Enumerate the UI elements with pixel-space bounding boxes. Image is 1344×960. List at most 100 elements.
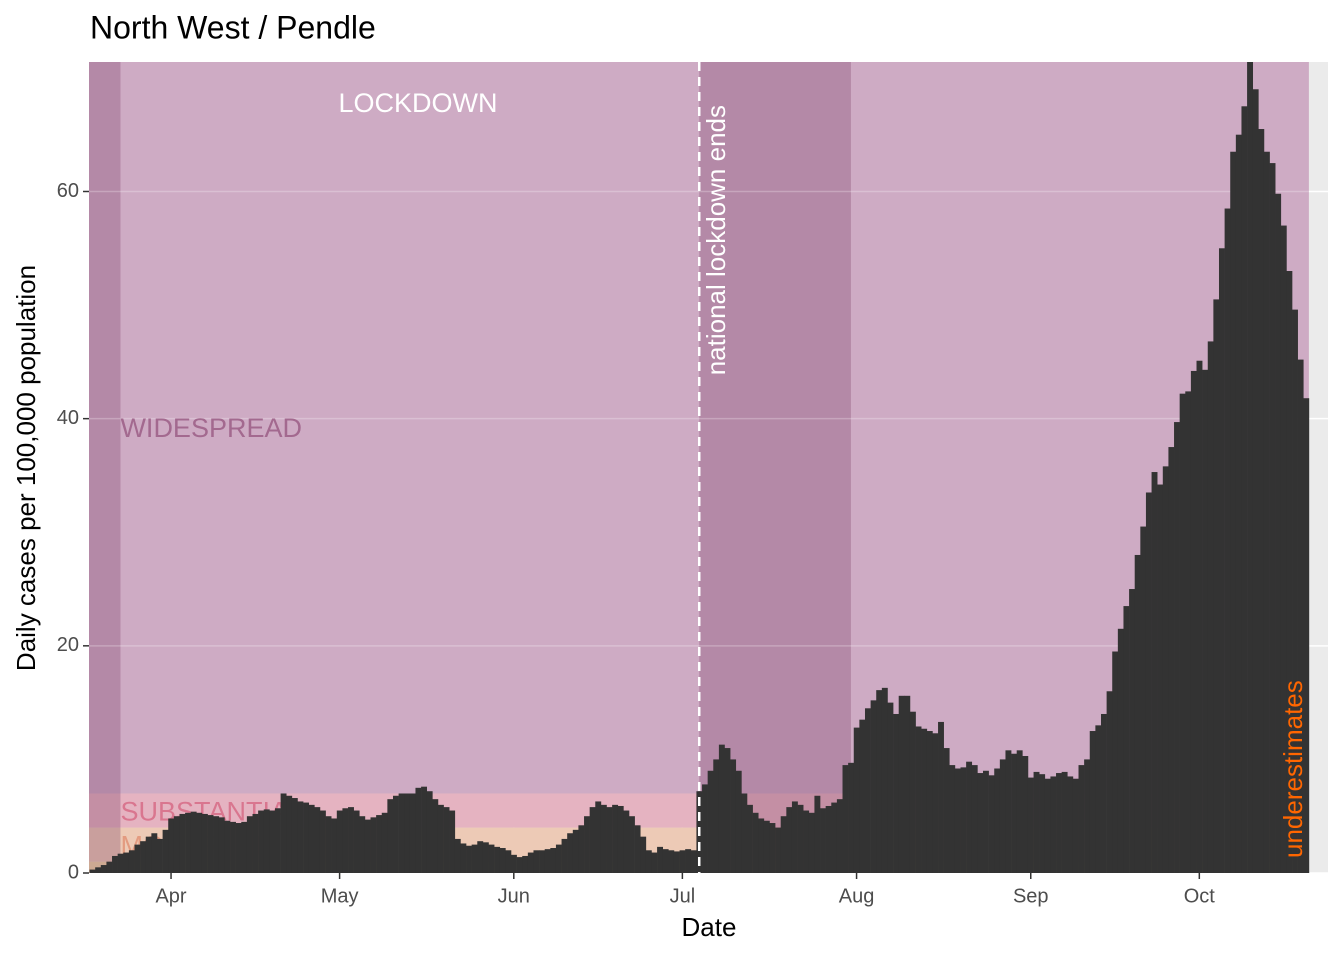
bar xyxy=(336,810,343,873)
bar xyxy=(1050,776,1057,873)
bar xyxy=(797,804,804,873)
bar xyxy=(657,846,664,873)
bar xyxy=(870,700,877,873)
bar xyxy=(578,825,585,873)
bar xyxy=(381,812,388,873)
bar xyxy=(179,813,186,873)
bar xyxy=(1112,651,1119,873)
bar xyxy=(1224,208,1231,873)
bar xyxy=(775,827,782,873)
bar xyxy=(1275,193,1282,873)
bar xyxy=(241,821,248,873)
bar xyxy=(449,810,456,873)
bar xyxy=(702,784,708,873)
bar xyxy=(898,695,905,873)
bar xyxy=(235,823,242,873)
bar xyxy=(112,855,118,873)
bar xyxy=(1174,422,1180,873)
bar xyxy=(730,759,737,873)
bar xyxy=(982,770,989,873)
bar xyxy=(1269,163,1276,873)
bar xyxy=(516,857,523,873)
note: underestimates xyxy=(1278,680,1308,858)
bar xyxy=(1072,778,1079,873)
bar xyxy=(325,816,332,873)
chart-title: North West / Pendle xyxy=(90,9,376,45)
x-tick-label: Oct xyxy=(1184,885,1216,907)
bar xyxy=(117,853,124,873)
bar xyxy=(1286,270,1293,873)
bar xyxy=(550,848,557,873)
bar xyxy=(443,807,450,873)
bar xyxy=(364,819,371,873)
bar xyxy=(140,841,147,873)
bar xyxy=(466,845,472,873)
bar xyxy=(814,795,821,873)
bar xyxy=(387,799,394,873)
y-tick-label: 60 xyxy=(57,180,79,202)
bar xyxy=(994,768,1001,873)
bar xyxy=(89,869,96,873)
bar xyxy=(1292,309,1298,873)
bar xyxy=(881,687,888,873)
bar xyxy=(297,801,304,873)
bar xyxy=(640,836,647,873)
bar xyxy=(303,802,310,873)
region-label: LOCKDOWN xyxy=(338,88,497,118)
bar xyxy=(848,762,855,873)
bar xyxy=(718,744,725,873)
bar xyxy=(1297,359,1304,873)
bar xyxy=(348,807,354,873)
lockdown-region xyxy=(89,62,121,873)
x-tick-label: Apr xyxy=(155,885,186,907)
bar xyxy=(1056,773,1062,873)
bar xyxy=(207,815,214,873)
bar xyxy=(679,850,686,873)
bar xyxy=(168,818,175,873)
bar xyxy=(510,854,517,873)
bar xyxy=(836,799,843,873)
bar xyxy=(932,733,939,873)
bar xyxy=(859,719,866,873)
bar xyxy=(409,793,416,873)
bar xyxy=(887,702,894,873)
bar xyxy=(988,775,995,873)
bar xyxy=(954,768,961,873)
bar xyxy=(151,833,158,873)
bar xyxy=(628,816,635,873)
bar xyxy=(539,850,546,873)
bar xyxy=(522,855,529,873)
bar xyxy=(825,805,832,873)
bar xyxy=(1016,750,1023,873)
bar xyxy=(499,848,506,873)
bar xyxy=(252,813,259,873)
bar xyxy=(567,833,574,873)
bar xyxy=(831,802,838,873)
bar xyxy=(1011,753,1018,873)
bar xyxy=(724,748,731,873)
bar xyxy=(1022,756,1029,873)
bar xyxy=(134,844,141,873)
bar xyxy=(156,838,163,873)
bar xyxy=(713,759,720,873)
bar xyxy=(319,810,326,873)
bar xyxy=(1230,151,1237,873)
bar xyxy=(471,844,478,873)
bar xyxy=(1162,466,1169,873)
bar xyxy=(280,793,287,873)
vline-label: national lockdown ends xyxy=(701,105,731,375)
bar xyxy=(673,851,680,873)
bar xyxy=(1303,398,1310,873)
bar xyxy=(999,759,1006,873)
bar xyxy=(1095,725,1102,873)
bar xyxy=(572,829,579,873)
bar xyxy=(1218,248,1225,873)
bar xyxy=(1089,731,1096,873)
bar xyxy=(853,727,860,873)
bar xyxy=(274,808,281,873)
bar xyxy=(230,821,236,873)
bar xyxy=(128,850,135,873)
bar xyxy=(1100,713,1107,873)
bar xyxy=(1241,106,1248,873)
bar xyxy=(308,804,315,873)
